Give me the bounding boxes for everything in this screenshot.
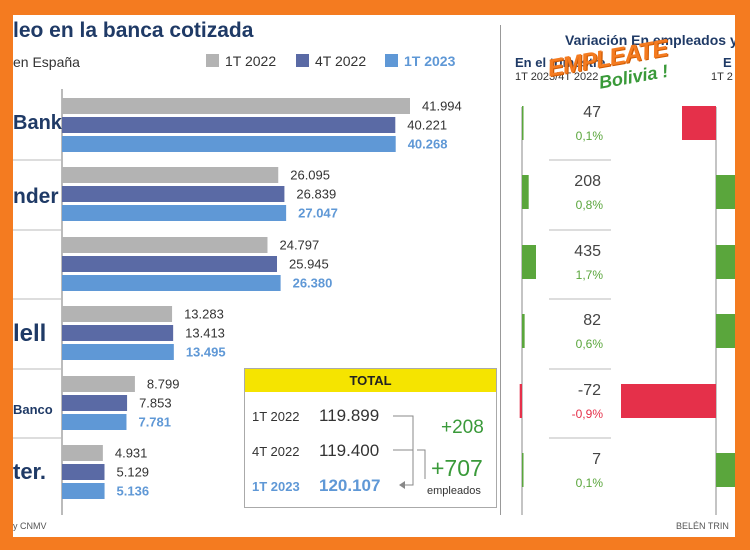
bar-4-1 [62,306,173,322]
bar-1-2 [62,117,396,133]
bar-5-3 [62,414,127,430]
variation-bar-3 [522,245,536,279]
second-variation-bar-1 [682,106,716,140]
bar-value-label: 41.994 [422,99,462,114]
bar-value-label: 7.781 [138,415,171,430]
total-label-4t2022: 4T 2022 [252,444,300,459]
quarter-column-subtitle: 1T 2023/4T 2022 [515,71,599,83]
bar-value-label: 40.268 [408,137,448,152]
variation-percent: 1,7% [576,268,604,282]
bar-value-label: 24.797 [279,238,319,253]
bar-1-1 [62,98,410,114]
variation-bar-5 [519,384,522,418]
bank-logo-2: nder [13,185,59,208]
bar-6-3 [62,483,105,499]
infographic-frame: leo en la banca cotizada en España 1T 20… [13,15,735,537]
variation-percent: 0,1% [576,476,604,490]
chart-title: leo en la banca cotizada [13,19,254,42]
bar-3-3 [62,275,281,291]
variation-bar-4 [522,314,525,348]
bar-value-label: 26.380 [293,276,333,291]
bar-3-2 [62,256,278,272]
second-variation-bar-2 [716,175,735,209]
chart-subtitle: en España [13,54,80,70]
variation-value: 82 [583,312,601,329]
section-divider [500,25,501,515]
total-header: TOTAL [245,369,496,392]
bank-logo-4: lell [13,320,47,347]
second-column-title: E [723,55,732,70]
legend-swatch-blue [385,54,398,67]
quarter-column-title: En el trimestre [515,55,606,70]
total-delta-quarter: +208 [441,417,484,438]
bank-logo-5: Banco [13,402,53,417]
variation-percent: 0,8% [576,198,604,212]
bar-value-label: 7.853 [139,396,172,411]
total-label-1t2022: 1T 2022 [252,409,300,424]
total-delta-year: +707 [431,455,483,481]
bar-value-label: 40.221 [407,118,447,133]
bar-value-label: 13.413 [185,326,225,341]
bar-2-3 [62,205,287,221]
bar-2-1 [62,167,279,183]
total-value-4t2022: 119.400 [319,441,380,460]
bar-1-3 [62,136,396,152]
total-value-1t2022: 119.899 [319,406,380,425]
second-variation-bar-6 [716,453,735,487]
bar-value-label: 25.945 [289,257,329,272]
legend-item-1t2022: 1T 2022 [206,53,276,69]
bank-logo-1: Bank [13,112,62,134]
variation-percent: -0,9% [572,407,604,421]
legend-item-1t2023: 1T 2023 [385,53,455,69]
variation-value: -72 [578,382,601,399]
variation-value: 208 [574,173,601,190]
total-box: TOTAL 1T 2022 119.899 4T 2022 119.400 1T… [244,368,497,508]
bar-value-label: 27.047 [298,206,338,221]
variation-value: 7 [592,451,601,468]
variation-bar-1 [522,106,524,140]
total-connectors [393,415,426,489]
legend-swatch-gray [206,54,219,67]
total-value-1t2023: 120.107 [319,476,381,495]
bar-6-2 [62,464,105,480]
variation-header: Variación En empleados y e [565,32,735,48]
bar-value-label: 5.136 [117,484,150,499]
variation-bar-2 [522,175,529,209]
bar-value-label: 8.799 [147,377,180,392]
legend-item-4t2022: 4T 2022 [296,53,366,69]
bar-value-label: 5.129 [117,465,150,480]
bar-6-1 [62,445,103,461]
legend-swatch-purple [296,54,309,67]
second-variation-bar-3 [716,245,735,279]
bar-3-1 [62,237,268,253]
total-label-1t2023: 1T 2023 [252,479,300,494]
bar-value-label: 4.931 [115,446,148,461]
total-unit-label: empleados [427,485,481,497]
bar-value-label: 13.495 [186,345,226,360]
second-variation-bar-4 [716,314,735,348]
bar-value-label: 13.283 [184,307,224,322]
variation-value: 47 [583,104,601,121]
variation-percent: 0,1% [576,129,604,143]
variation-percent: 0,6% [576,337,604,351]
source-note: y CNMV [13,521,47,531]
bar-2-2 [62,186,285,202]
bar-4-2 [62,325,174,341]
bank-logo-6: ter. [13,459,47,484]
variation-value: 435 [574,243,601,260]
bar-value-label: 26.839 [296,187,336,202]
bar-5-2 [62,395,128,411]
second-column-subtitle: 1T 2 [711,71,733,83]
bar-value-label: 26.095 [290,168,330,183]
bar-chart: 41.994 40.221 40.268 26.095 26.839 27.047 24.7… [13,89,735,515]
variation-bar-6 [522,453,524,487]
second-variation-bar-5 [621,384,716,418]
bar-4-3 [62,344,174,360]
author-credit: BELÉN TRIN [676,521,729,531]
bar-5-1 [62,376,135,392]
